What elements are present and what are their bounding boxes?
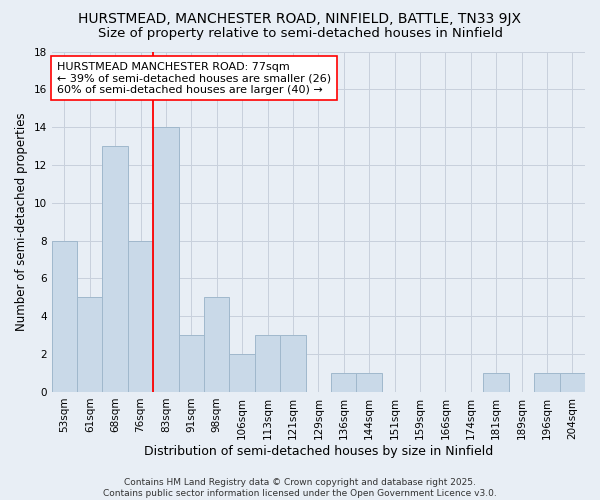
X-axis label: Distribution of semi-detached houses by size in Ninfield: Distribution of semi-detached houses by … xyxy=(144,444,493,458)
Bar xyxy=(331,373,356,392)
Bar xyxy=(179,335,204,392)
Y-axis label: Number of semi-detached properties: Number of semi-detached properties xyxy=(15,112,28,331)
Bar xyxy=(280,335,305,392)
Text: HURSTMEAD MANCHESTER ROAD: 77sqm
← 39% of semi-detached houses are smaller (26)
: HURSTMEAD MANCHESTER ROAD: 77sqm ← 39% o… xyxy=(57,62,331,95)
Bar xyxy=(103,146,128,392)
Bar xyxy=(77,298,103,392)
Bar xyxy=(534,373,560,392)
Bar xyxy=(484,373,509,392)
Text: HURSTMEAD, MANCHESTER ROAD, NINFIELD, BATTLE, TN33 9JX: HURSTMEAD, MANCHESTER ROAD, NINFIELD, BA… xyxy=(79,12,521,26)
Bar xyxy=(255,335,280,392)
Bar xyxy=(153,127,179,392)
Text: Contains HM Land Registry data © Crown copyright and database right 2025.
Contai: Contains HM Land Registry data © Crown c… xyxy=(103,478,497,498)
Bar xyxy=(204,298,229,392)
Bar xyxy=(560,373,585,392)
Bar xyxy=(128,240,153,392)
Bar xyxy=(356,373,382,392)
Bar xyxy=(52,240,77,392)
Bar xyxy=(229,354,255,392)
Text: Size of property relative to semi-detached houses in Ninfield: Size of property relative to semi-detach… xyxy=(97,28,503,40)
